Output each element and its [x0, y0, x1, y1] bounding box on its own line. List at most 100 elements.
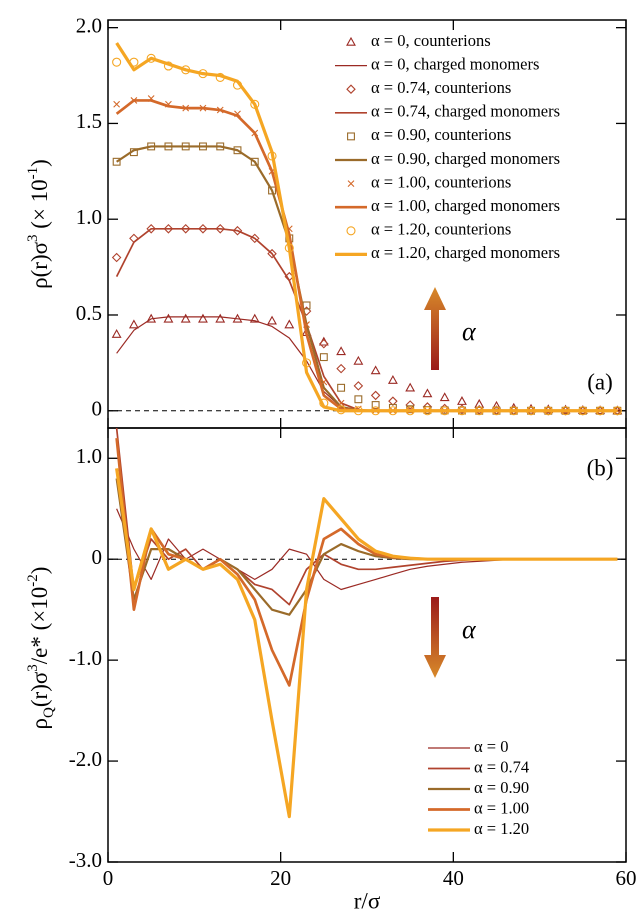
y-tick-label: 0 — [92, 397, 103, 421]
legend-label: α = 0.90 — [474, 778, 529, 797]
y-tick-label: 1.0 — [76, 205, 102, 229]
marker — [250, 157, 259, 166]
marker — [319, 338, 329, 349]
marker — [319, 353, 328, 362]
label-part: -2 — [25, 574, 41, 587]
y-tick-label: -1.0 — [69, 646, 102, 670]
marker — [457, 396, 467, 405]
legend-label: α = 0, charged monomers — [371, 54, 539, 73]
marker — [346, 226, 356, 236]
marker — [267, 315, 277, 325]
marker — [112, 157, 121, 166]
legend-label: α = 0.90, charged monomers — [371, 149, 560, 168]
marker — [336, 346, 347, 356]
label-part: ) — [27, 567, 52, 575]
trend-arrow — [424, 597, 446, 678]
marker — [232, 225, 243, 236]
legend-label: α = 0, counterions — [371, 31, 491, 50]
plot-frame — [107, 427, 627, 863]
y-tick-label: 0 — [92, 545, 103, 569]
y-axis-label: ρ(r)σ3 (× 10-1) — [25, 159, 52, 289]
marker — [371, 401, 380, 409]
plot-area — [111, 42, 623, 416]
marker — [347, 180, 355, 187]
marker — [146, 224, 156, 234]
y-tick-label: -3.0 — [69, 848, 102, 872]
marker — [370, 390, 381, 401]
marker — [405, 400, 415, 410]
legend-label: α = 0.74 — [474, 757, 529, 776]
marker — [353, 355, 364, 365]
marker — [439, 392, 450, 402]
marker — [337, 399, 345, 407]
marker — [422, 388, 433, 398]
label-part: /e* (×10 — [27, 587, 52, 664]
label-part: ρ(r)σ — [27, 241, 52, 288]
label-part: -1 — [25, 167, 41, 180]
x-tick-label: 0 — [103, 866, 114, 890]
marker — [198, 224, 208, 234]
marker — [284, 319, 295, 329]
label-part: Q — [41, 707, 57, 718]
marker — [215, 313, 226, 323]
y-axis-label: ρQ(r)σ3/e* (×10-2) — [25, 567, 57, 730]
y-tick-label: 1.5 — [76, 109, 102, 133]
marker — [180, 224, 191, 234]
marker — [370, 365, 381, 375]
legend-label: α = 1.00, counterions — [371, 172, 511, 191]
y-tick-label: -2.0 — [69, 747, 102, 771]
legend-label: α = 1.20, charged monomers — [371, 243, 560, 262]
label-part: (r)σ — [27, 671, 52, 707]
x-axis-label: r/σ — [354, 888, 381, 913]
marker — [163, 224, 174, 234]
marker — [337, 383, 346, 392]
legend-label: α = 0.74, counterions — [371, 78, 511, 97]
marker — [111, 329, 122, 338]
x-tick-label: 40 — [443, 866, 464, 890]
panel-label: (a) — [587, 369, 613, 394]
label-part: ) — [27, 159, 52, 167]
x-tick-label: 60 — [616, 866, 637, 890]
series-line — [116, 316, 618, 412]
legend-label: α = 1.00, charged monomers — [371, 196, 560, 215]
label-part: 3 — [25, 664, 41, 672]
marker — [198, 313, 208, 323]
arrow-label: α — [462, 615, 477, 644]
marker — [336, 363, 346, 374]
plot-frame — [107, 19, 627, 429]
plot-area — [115, 428, 618, 819]
marker — [318, 336, 329, 346]
panel-label: (b) — [587, 455, 614, 480]
y-tick-label: 2.0 — [76, 13, 102, 37]
trend-arrow — [424, 287, 446, 370]
marker — [353, 381, 364, 391]
label-part: ρ — [27, 718, 52, 729]
series-line — [115, 42, 618, 413]
y-tick-label: 0.5 — [76, 301, 102, 325]
marker — [249, 313, 260, 323]
label-part: 3 — [25, 234, 41, 242]
series-line — [115, 428, 618, 606]
marker — [346, 36, 356, 46]
x-tick-label: 20 — [270, 866, 291, 890]
marker — [111, 252, 122, 263]
marker — [354, 395, 363, 404]
arrow-label: α — [462, 317, 477, 346]
legend-label: α = 1.20 — [474, 819, 529, 838]
legend-label: α = 1.00 — [474, 798, 529, 817]
marker — [387, 374, 398, 384]
marker — [163, 313, 174, 323]
legend-label: α = 0.74, charged monomers — [371, 102, 560, 121]
legend-label: α = 1.20, counterions — [371, 220, 511, 239]
label-part: (× 10 — [27, 179, 52, 234]
marker — [405, 382, 416, 392]
series-line — [115, 468, 618, 819]
marker — [128, 319, 139, 329]
marker — [112, 57, 122, 67]
marker — [388, 396, 398, 406]
legend-label: α = 0.90, counterions — [371, 125, 511, 144]
y-tick-label: 1.0 — [76, 444, 102, 468]
series-line — [116, 145, 618, 412]
